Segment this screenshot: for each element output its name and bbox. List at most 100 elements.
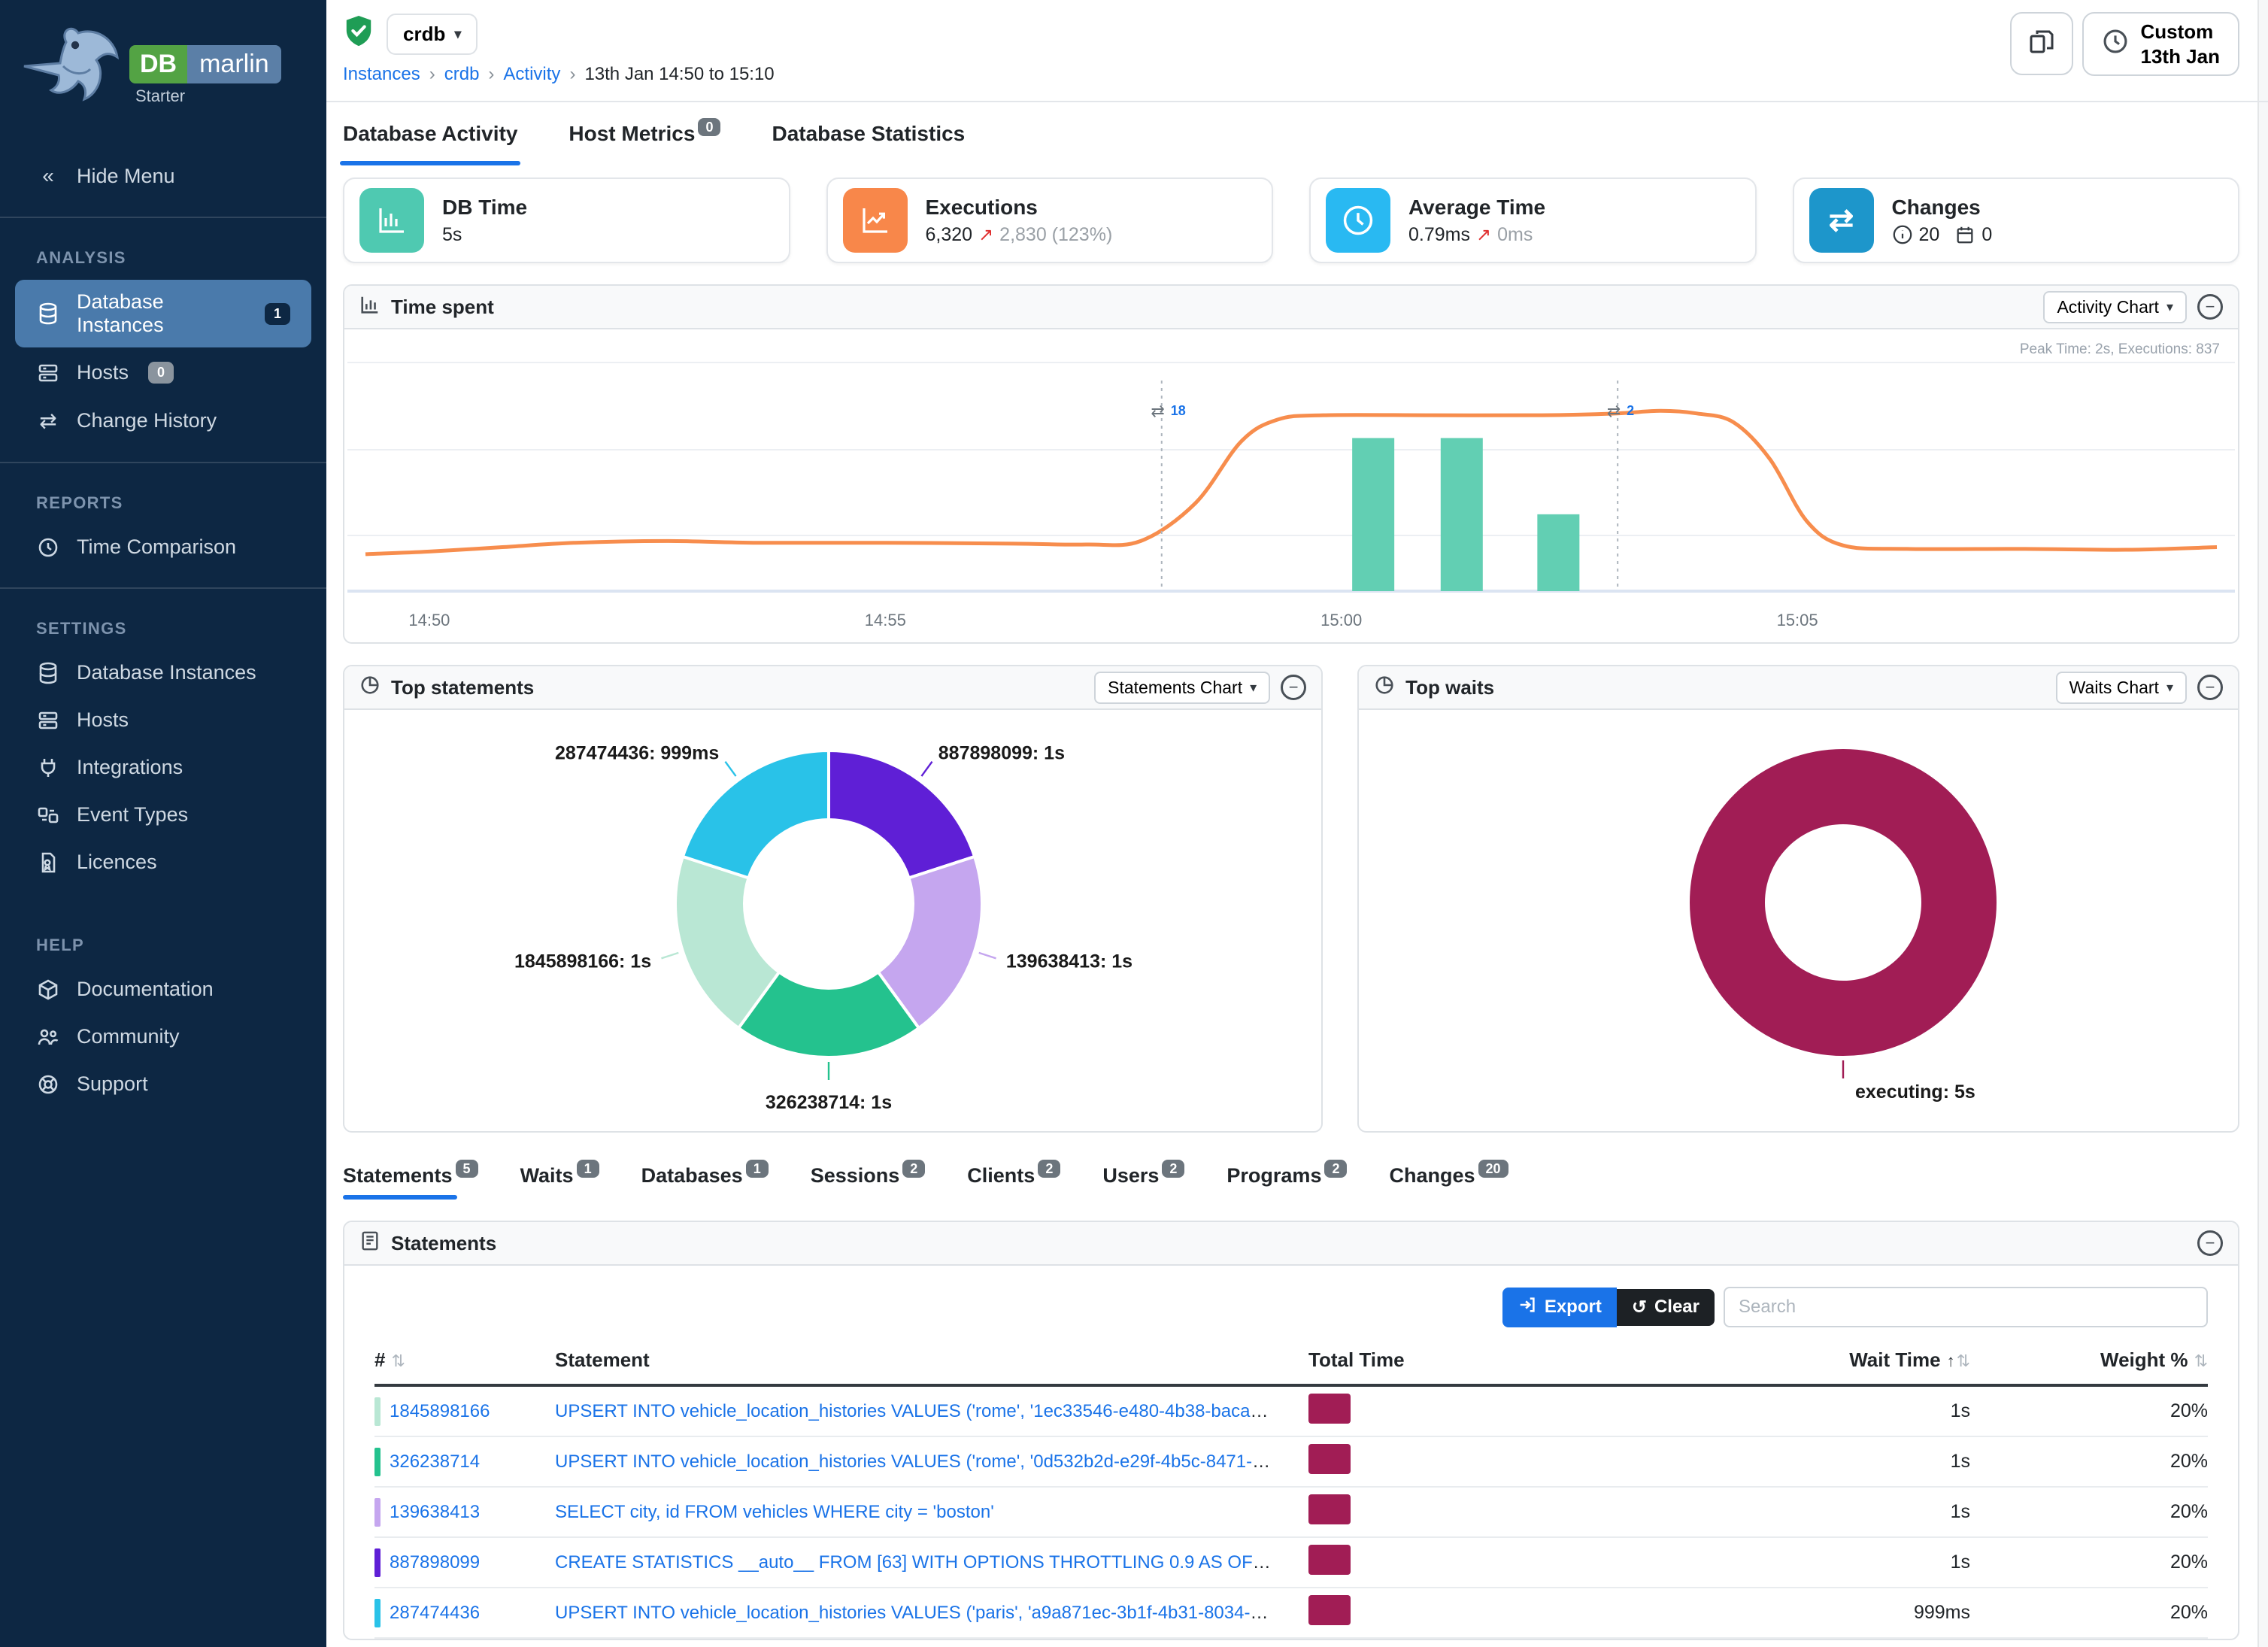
tab-changes[interactable]: Changes 20 (1389, 1160, 1508, 1200)
sidebar-item-database-instances[interactable]: Database Instances 1 (15, 280, 311, 347)
sort-icon: ⇅ (1956, 1351, 1970, 1370)
bar-chart-icon (359, 293, 381, 321)
calendar-icon (1954, 224, 1975, 245)
svg-text:326238714: 1s: 326238714: 1s (766, 1092, 892, 1113)
sidebar-item-integrations[interactable]: Integrations (15, 745, 311, 790)
collapse-icon[interactable]: − (2197, 294, 2223, 320)
statement-link[interactable]: CREATE STATISTICS __auto__ FROM [63] WIT… (555, 1551, 1308, 1573)
breadcrumb-activity[interactable]: Activity (503, 64, 561, 84)
chevron-down-icon: ▾ (1250, 679, 1257, 695)
brand-marlin: marlin (187, 45, 281, 83)
collapse-icon[interactable]: − (2197, 675, 2223, 700)
time-spent-panel: Time spent Activity Chart ▾ − Peak Time:… (343, 284, 2239, 644)
tab-waits[interactable]: Waits 1 (520, 1160, 599, 1200)
sidebar-item-change-history[interactable]: ⇄ Change History (15, 398, 311, 444)
sidebar-item-settings-database-instances[interactable]: Database Instances (15, 651, 311, 695)
statement-link[interactable]: UPSERT INTO vehicle_location_histories V… (555, 1400, 1308, 1421)
activity-chart-select[interactable]: Activity Chart ▾ (2043, 290, 2187, 323)
time-range-button[interactable]: Custom 13th Jan (2082, 12, 2239, 76)
statement-id-link[interactable]: 287474436 (390, 1602, 481, 1623)
copy-button[interactable] (2009, 12, 2073, 75)
statement-link[interactable]: SELECT city, id FROM vehicles WHERE city… (555, 1501, 994, 1522)
total-time-bar (1308, 1494, 1351, 1524)
statement-id-link[interactable]: 326238714 (390, 1451, 481, 1472)
tab-label: Database Activity (343, 122, 518, 145)
changes-info-count: 20 (1918, 223, 1940, 245)
tab-badge: 2 (1038, 1160, 1061, 1178)
breadcrumb-instances[interactable]: Instances (343, 64, 420, 84)
svg-text:887898099: 1s: 887898099: 1s (938, 742, 1065, 763)
bar-chart-icon (359, 188, 424, 253)
main-content: crdb ▾ Instances › crdb › Activity › 13t… (326, 0, 2268, 1647)
statement-id-link[interactable]: 1845898166 (390, 1400, 490, 1421)
sidebar-item-label: Licences (77, 851, 157, 873)
section-title-help: HELP (36, 936, 84, 954)
wait-time-value: 1s (1950, 1501, 1970, 1522)
sidebar-item-label: Database Instances (77, 290, 164, 336)
statement-id-link[interactable]: 139638413 (390, 1501, 481, 1522)
tab-label: Host Metrics (569, 122, 696, 145)
copy-icon (2027, 27, 2056, 61)
hide-menu-label: Hide Menu (77, 164, 175, 187)
statement-link[interactable]: UPSERT INTO vehicle_location_histories V… (555, 1451, 1308, 1472)
wait-time-value: 999ms (1913, 1602, 1970, 1623)
search-input[interactable] (1724, 1287, 2208, 1327)
tab-databases[interactable]: Databases 1 (641, 1160, 769, 1200)
total-time-bar (1308, 1545, 1351, 1575)
chevron-down-icon: ▾ (2166, 299, 2173, 314)
scrollbar[interactable] (2257, 0, 2268, 1647)
total-time-bar (1308, 1595, 1351, 1625)
hide-menu-button[interactable]: « Hide Menu (15, 153, 311, 199)
svg-text:2: 2 (1627, 403, 1634, 418)
sidebar-item-support[interactable]: Support (15, 1062, 311, 1106)
sidebar-item-settings-hosts[interactable]: Hosts (15, 698, 311, 742)
brand-logo: DB marlin Starter (0, 0, 326, 126)
statement-link[interactable]: UPSERT INTO vehicle_location_histories V… (555, 1602, 1308, 1623)
tab-programs[interactable]: Programs 2 (1226, 1160, 1348, 1200)
sidebar-item-community[interactable]: Community (15, 1015, 311, 1059)
tab-sessions[interactable]: Sessions 2 (811, 1160, 926, 1200)
top-statements-donut: 887898099: 1s 139638413: 1s 326238714: 1s 1… (514, 742, 1132, 1113)
sidebar-item-documentation[interactable]: Documentation (15, 967, 311, 1012)
tab-badge: 0 (698, 118, 721, 136)
waits-chart-select[interactable]: Waits Chart ▾ (2055, 671, 2187, 704)
licence-doc-icon (36, 851, 60, 874)
tab-users[interactable]: Users 2 (1102, 1160, 1185, 1200)
svg-text:14:55: 14:55 (865, 611, 906, 629)
clear-button[interactable]: ↺ Clear (1616, 1288, 1715, 1326)
tab-badge: 2 (902, 1160, 926, 1178)
instance-selector[interactable]: crdb ▾ (387, 14, 478, 55)
table-row: 287474436 UPSERT INTO vehicle_location_h… (374, 1588, 2208, 1639)
sidebar-item-label: Hosts (77, 361, 129, 384)
col-total-time: Total Time (1308, 1348, 1405, 1371)
card-value: 0.79ms (1408, 223, 1470, 245)
up-right-arrow-icon: ↗ (978, 224, 994, 245)
col-wait-time[interactable]: Wait Time ↑ ⇅ (1849, 1348, 1970, 1371)
sidebar-item-hosts[interactable]: Hosts 0 (15, 350, 311, 395)
sidebar-item-event-types[interactable]: Event Types (15, 793, 311, 837)
breadcrumb-crdb[interactable]: crdb (444, 64, 480, 84)
svg-text:15:05: 15:05 (1777, 611, 1818, 629)
sidebar-item-licences[interactable]: Licences (15, 840, 311, 884)
tab-clients[interactable]: Clients 2 (967, 1160, 1061, 1200)
col-weight[interactable]: Weight % ⇅ (2100, 1348, 2208, 1371)
card-title: Average Time (1408, 195, 1546, 219)
collapse-icon[interactable]: − (1281, 675, 1307, 700)
collapse-icon[interactable]: − (2197, 1230, 2223, 1256)
tab-database-activity[interactable]: Database Activity (339, 122, 521, 165)
people-icon (36, 1026, 60, 1048)
statement-id-link[interactable]: 887898099 (390, 1551, 481, 1573)
metric-cards: DB Time 5s Executions 6,320 ↗ 2,830 (123… (343, 177, 2239, 263)
breadcrumb-separator: › (488, 64, 495, 84)
breadcrumb: Instances › crdb › Activity › 13th Jan 1… (343, 64, 2239, 85)
statements-chart-select[interactable]: Statements Chart ▾ (1094, 671, 1271, 704)
svg-text:⇄: ⇄ (1607, 402, 1621, 420)
tab-database-statistics[interactable]: Database Statistics (772, 122, 965, 165)
col-id[interactable]: # ⇅ (374, 1348, 405, 1371)
time-range-line2: 13th Jan (2140, 44, 2221, 68)
sidebar-item-time-comparison[interactable]: Time Comparison (15, 525, 311, 569)
section-title-analysis: ANALYSIS (36, 248, 126, 267)
export-button[interactable]: Export (1502, 1287, 1617, 1327)
tab-host-metrics[interactable]: Host Metrics 0 (569, 118, 721, 165)
tab-statements[interactable]: Statements 5 (343, 1160, 478, 1200)
